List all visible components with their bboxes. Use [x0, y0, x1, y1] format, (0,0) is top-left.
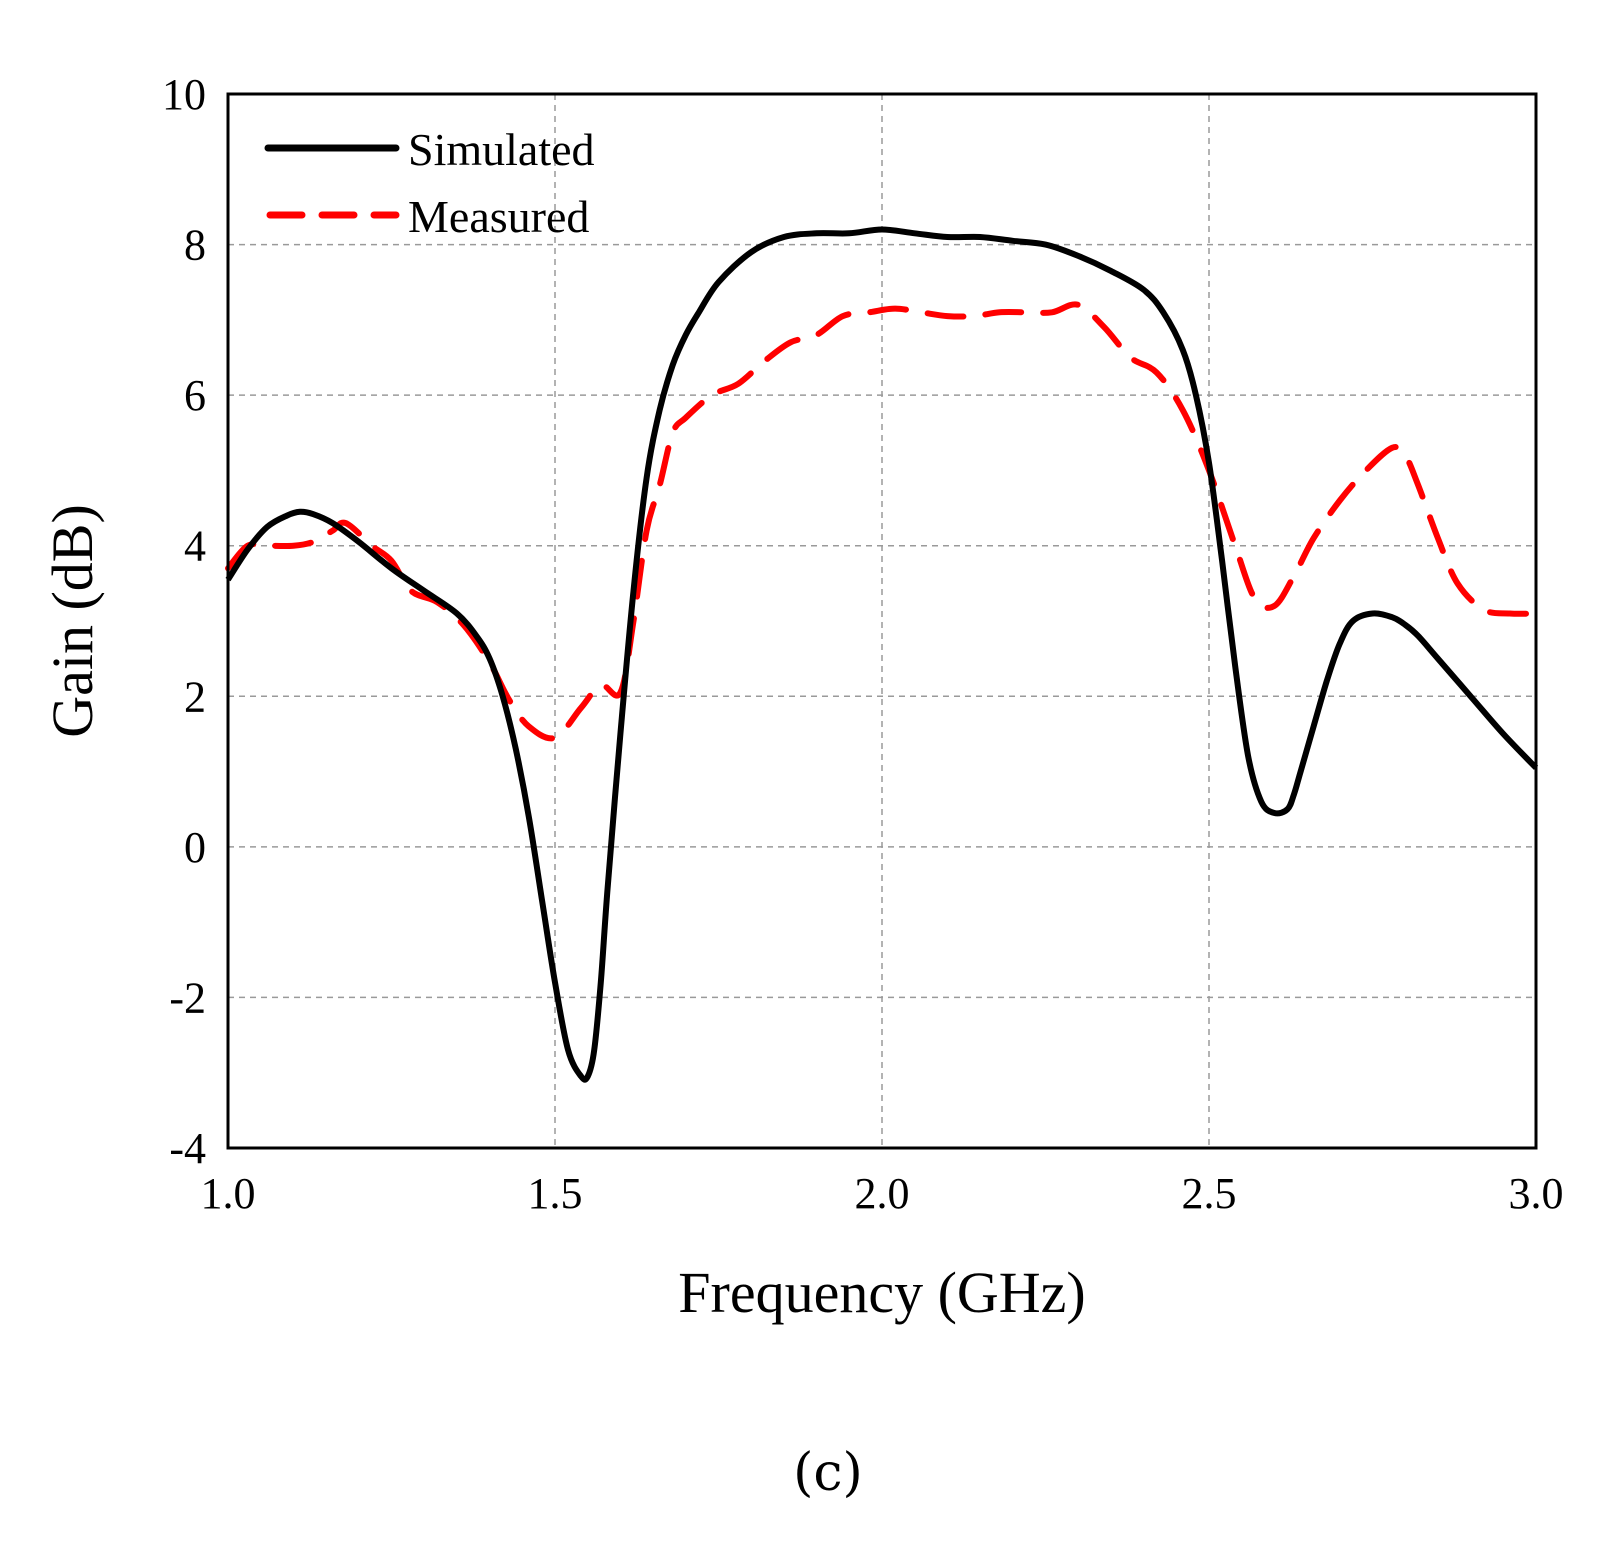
y-tick-label: 0: [184, 823, 206, 872]
x-tick-label: 2.5: [1182, 1169, 1237, 1218]
figure-caption: (c): [793, 1443, 863, 1503]
series-lines: [225, 226, 1539, 1083]
axis-ticks: 1.0 1.5 2.0 2.5 3.0 -4 -2 0 2 4 6 8 10: [162, 70, 1564, 1218]
legend-label-simulated: Simulated: [408, 124, 595, 175]
y-tick-label: 8: [184, 221, 206, 270]
x-tick-label: 1.0: [201, 1169, 256, 1218]
series-line-simulated: [225, 226, 1539, 1083]
legend: Simulated Measured: [264, 124, 595, 242]
x-tick-label: 2.0: [855, 1169, 910, 1218]
y-tick-label: 10: [162, 70, 206, 119]
y-tick-label: 2: [184, 672, 206, 721]
y-tick-label: 6: [184, 371, 206, 420]
y-tick-label: -2: [169, 973, 206, 1022]
y-axis-title: Gain (dB): [40, 504, 105, 738]
x-axis-title: Frequency (GHz): [678, 1260, 1085, 1325]
y-tick-label: -4: [169, 1124, 206, 1173]
plot-frame: [226, 92, 1538, 1150]
y-tick-label: 4: [184, 522, 206, 571]
legend-label-measured: Measured: [408, 191, 589, 242]
x-tick-label: 1.5: [528, 1169, 583, 1218]
grid: [228, 94, 1536, 1148]
x-tick-label: 3.0: [1509, 1169, 1564, 1218]
